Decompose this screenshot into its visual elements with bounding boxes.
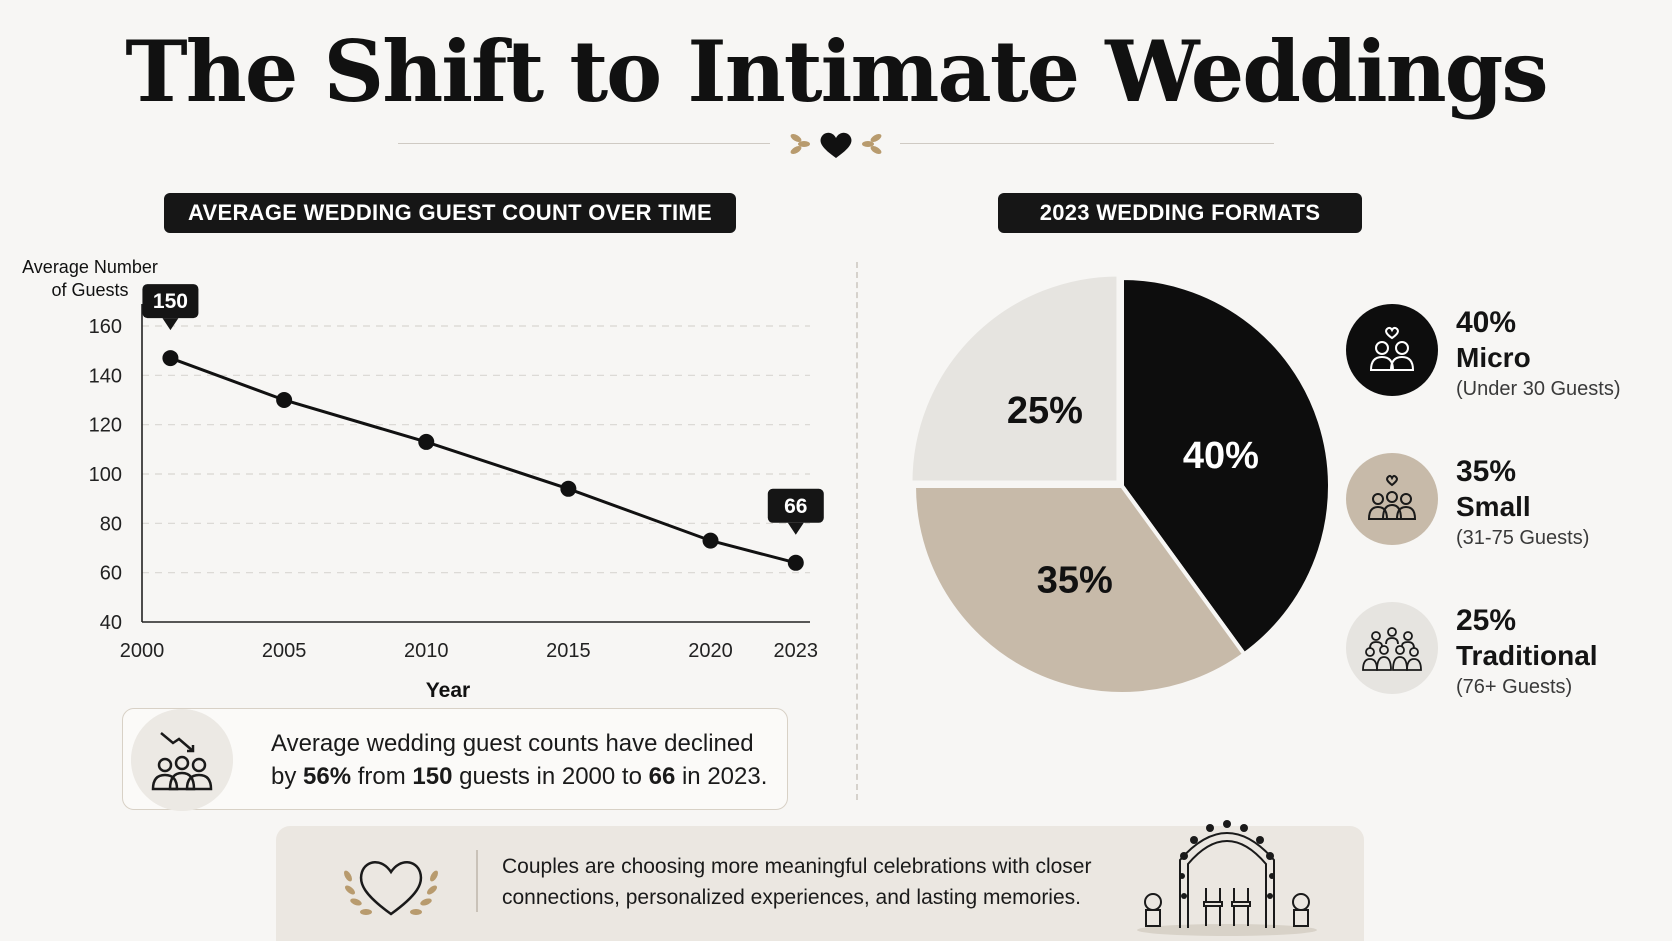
x-tick-label: 2015 [546,640,591,662]
decline-to-value: 66 [648,763,676,790]
legend-desc-micro: (Under 30 Guests) [1456,378,1621,400]
legend-swatch-traditional [1346,602,1438,694]
data-label-callout: 150 [142,284,199,331]
couple-heart-icon [1369,326,1415,371]
y-axis-label: Average Number [22,257,158,277]
legend-name-micro: Micro [1456,342,1531,373]
legend-pct-small: 35% [1456,455,1517,488]
decline-callout-text: Average wedding guest counts have declin… [271,730,768,790]
pie-slice-small [912,484,1247,696]
decline-from-value: 150 [412,763,453,790]
legend-item-traditional: 25% Traditional (76+ Guests) [1344,602,1664,702]
y-tick-label: 120 [89,415,122,437]
decline-callout: Average wedding guest counts have declin… [122,708,788,811]
y-tick-label: 140 [89,365,122,387]
legend-pct-micro: 40% [1456,306,1517,339]
large-crowd-icon [1362,627,1422,671]
legend-desc-small: (31-75 Guests) [1456,527,1590,549]
wedding-formats-pie-chart: 40% 35% 25% [908,272,1332,696]
y-tick-label: 100 [89,464,122,486]
line-chart-header: AVERAGE WEDDING GUEST COUNT OVER TIME [164,193,736,233]
small-group-heart-icon [1367,474,1417,520]
x-tick-label: 2020 [688,640,733,662]
data-point [560,480,577,497]
data-point [702,532,719,549]
footer-text: Couples are choosing more meaningful cel… [502,855,1092,909]
data-label: 66 [784,495,807,518]
data-label-callout: 66 [767,488,824,535]
pie-slice-micro [1120,276,1332,657]
y-axis-label: of Guests [51,280,128,300]
y-tick-label: 80 [100,513,122,535]
data-point [162,350,179,367]
legend-item-small: 35% Small (31-75 Guests) [1344,453,1664,553]
heart-laurel-icon [344,861,438,916]
decline-percent: 56% [303,763,352,790]
pie-data-label: 25% [1007,390,1083,432]
x-tick-label: 2005 [262,640,307,662]
legend-item-micro: 40% Micro (Under 30 Guests) [1344,304,1664,404]
x-axis-label: Year [426,679,470,702]
legend-desc-traditional: (76+ Guests) [1456,676,1573,698]
heart-ornament-icon [790,132,882,158]
series-line [169,356,797,565]
page-title: The Shift to Intimate Weddings [125,22,1548,121]
title-divider-right [900,143,1274,144]
panel-separator [856,262,858,800]
y-tick-label: 40 [100,612,122,634]
data-label: 150 [153,290,188,313]
data-point [418,433,435,450]
wedding-arch-icon [1137,820,1317,936]
guest-count-line-chart: 40 60 80 100 120 140 160 2000 2005 2010 2015 2020 20… [22,257,824,702]
legend-swatch-micro [1346,304,1438,396]
y-tick-label: 60 [100,563,122,585]
legend-pct-traditional: 25% [1456,604,1517,637]
pie-data-label: 40% [1183,435,1259,477]
pie-slice-traditional [908,272,1121,485]
y-tick-label: 160 [89,316,122,338]
pie-chart-header: 2023 WEDDING FORMATS [998,193,1362,233]
x-tick-label: 2023 [774,640,819,662]
x-tick-label: 2010 [404,640,449,662]
declining-crowd-icon [131,709,233,811]
title-divider-left [398,143,770,144]
data-point [787,554,804,571]
legend-swatch-small [1346,453,1438,545]
data-point [276,392,293,408]
footer-banner: Couples are choosing more meaningful cel… [276,820,1364,941]
pie-data-label: 35% [1037,560,1113,602]
x-tick-label: 2000 [120,640,165,662]
legend-name-small: Small [1456,491,1531,522]
footer-separator [476,850,478,912]
legend-name-traditional: Traditional [1456,640,1598,671]
